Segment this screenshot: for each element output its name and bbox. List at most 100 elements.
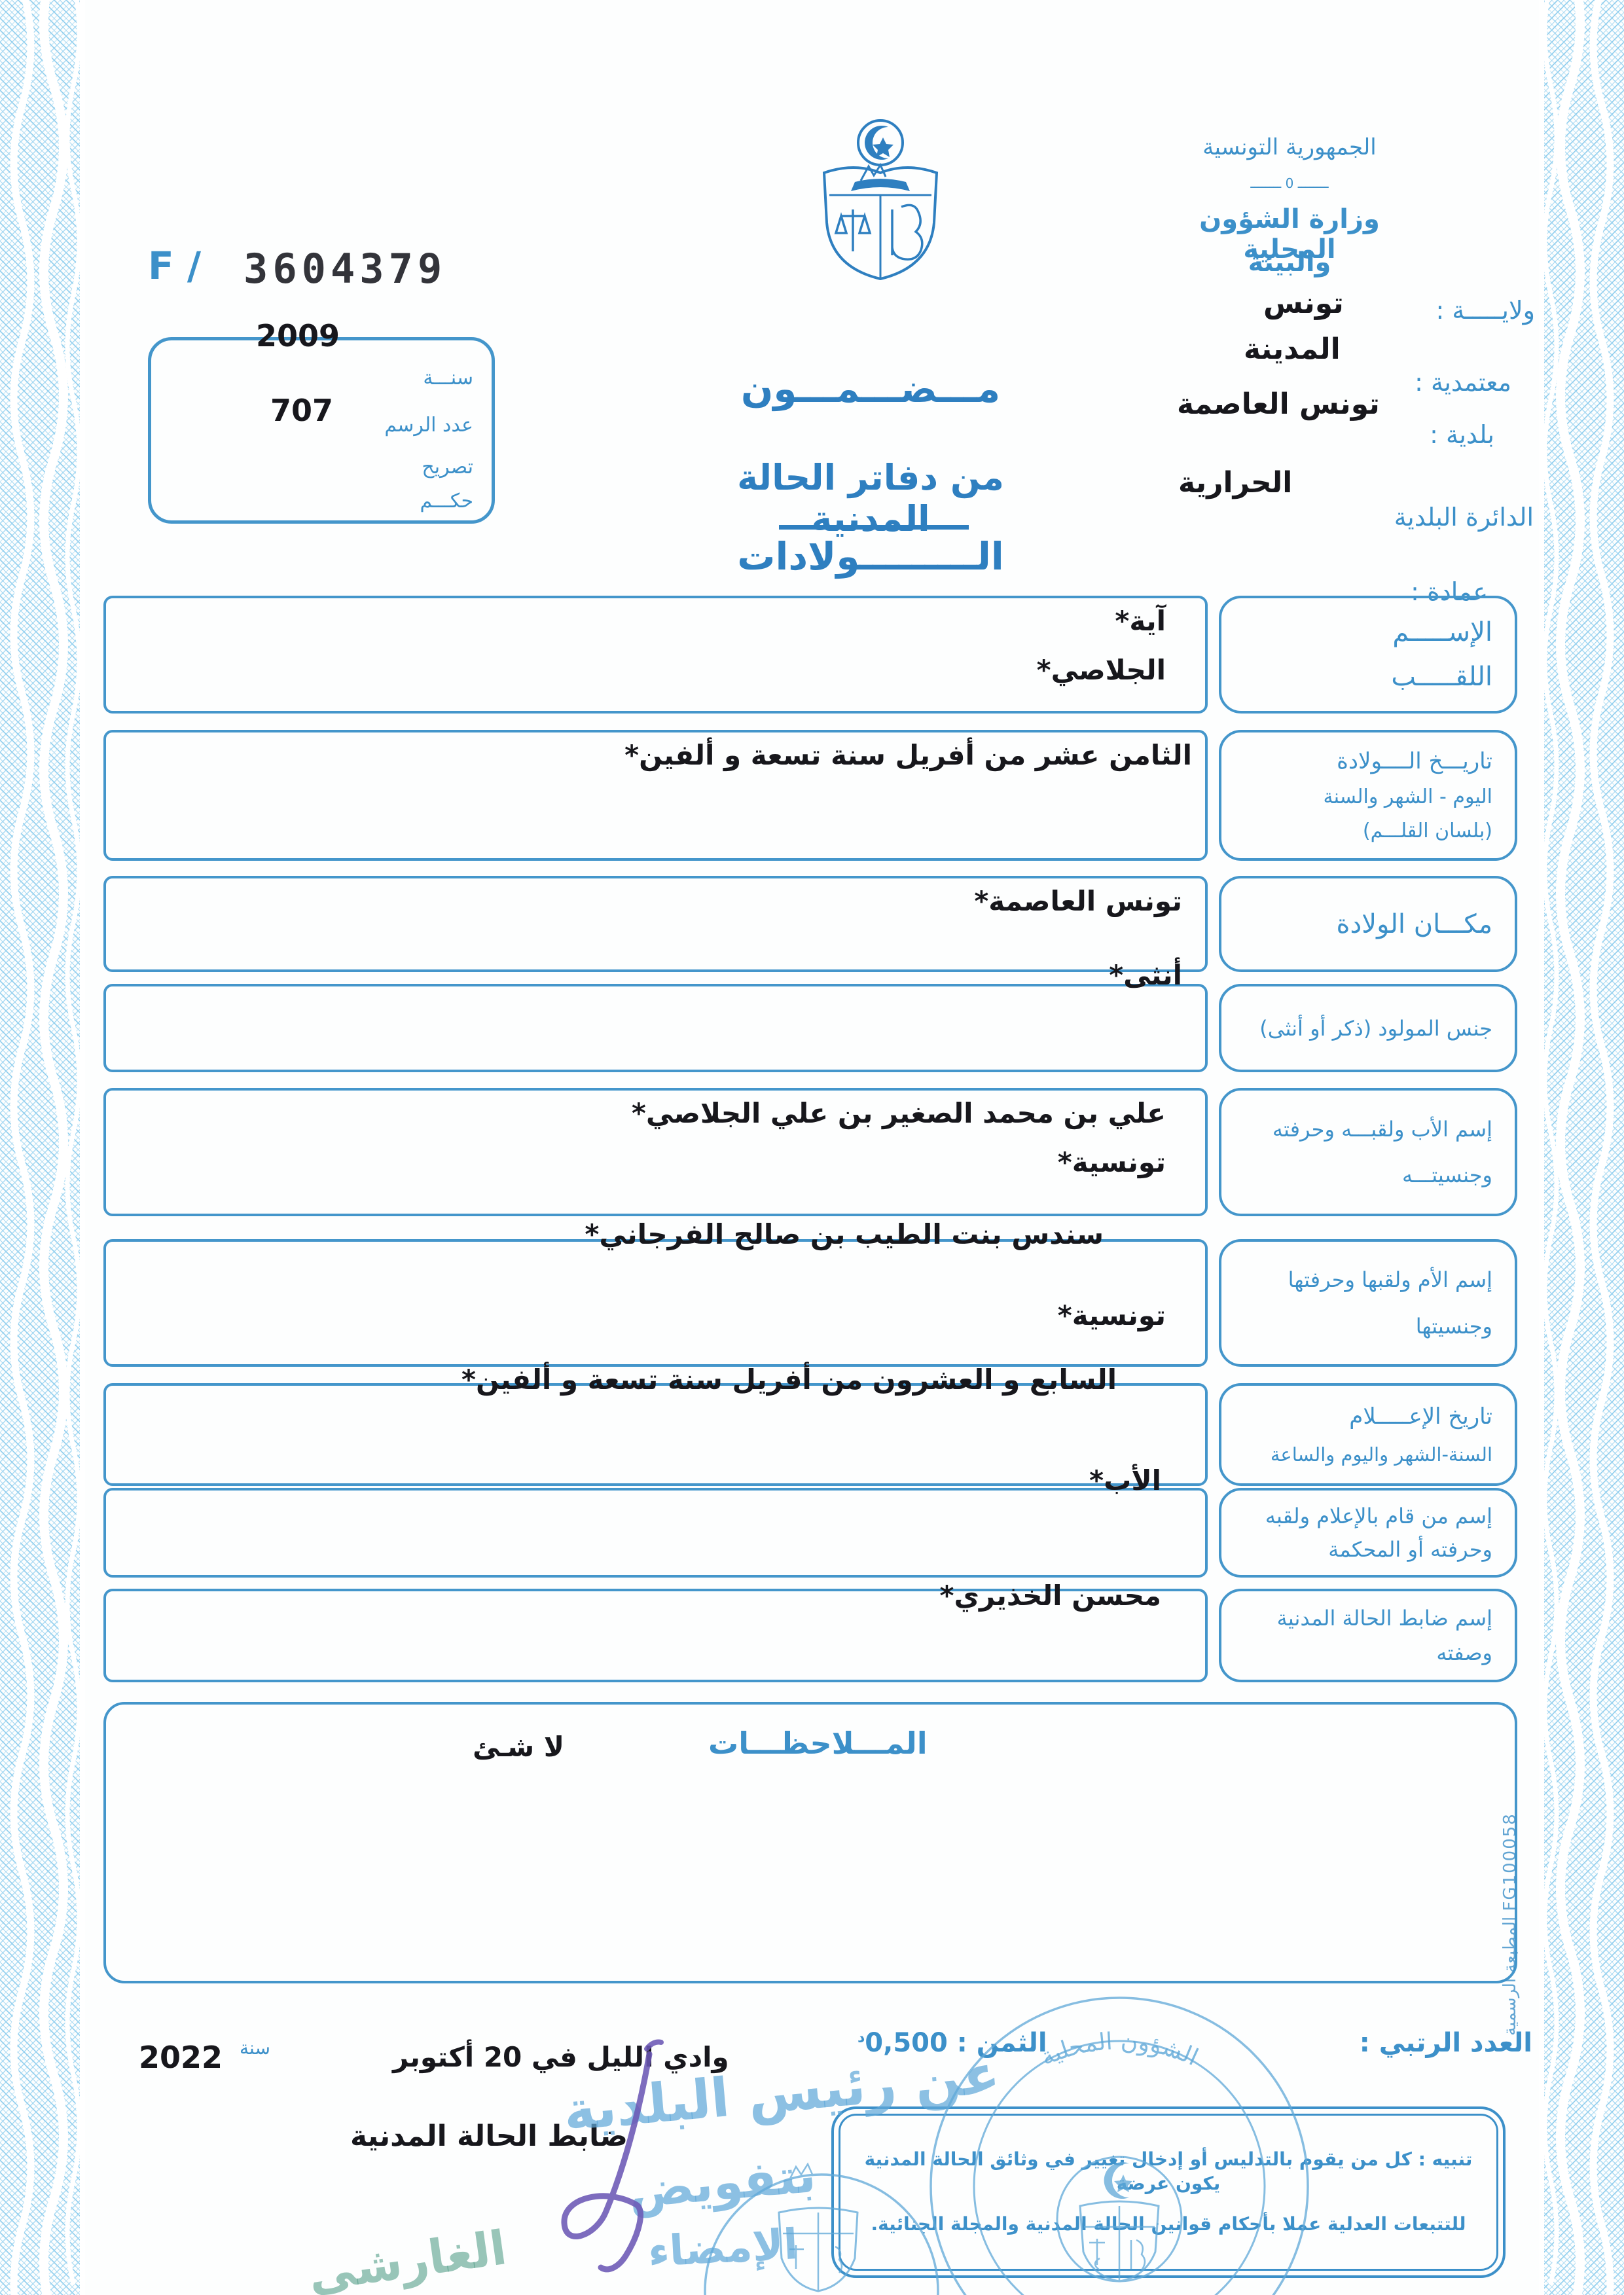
fraud-warning-box: تنبيه : كل من يقوم بالتدليس أو إدخال تغي…: [831, 2106, 1506, 2278]
field-label: السنة-الشهر واليوم والساعة: [1270, 1443, 1492, 1466]
officer-label-box: إسم ضابط الحالة المدنية وصفته: [1219, 1589, 1517, 1682]
municipality-label: بلدية :: [1430, 420, 1494, 449]
informant-label-box: إسم من قام بالإعلام ولقبه وحرفته أو المح…: [1219, 1488, 1517, 1578]
sex-value: أنثى*: [1109, 959, 1182, 991]
mother-name-value: سندس بنت الطيب بن صالح الفرجاني*: [585, 1218, 1104, 1250]
seal-ring-text-top: الشؤون المحلية: [1037, 2028, 1202, 2071]
mother-label-box: إسم الأم ولقبها وحرفتها وجنسيتها: [1219, 1239, 1517, 1367]
imada-label: عمادة :: [1411, 577, 1488, 606]
serial-number: 3604379: [244, 245, 447, 293]
notes-box: المـــلاحظـــات لا شـئ: [103, 1702, 1517, 1983]
wilaya-value: تونس: [1263, 287, 1344, 320]
surname-value: الجلاصي*: [1036, 654, 1166, 686]
printer-reference: المطبعة الرسمية FG100058: [1500, 1813, 1520, 2036]
birthplace-value-box: تونس العاصمة*: [103, 876, 1208, 972]
field-label: إسم من قام بالإعلام ولقبه: [1265, 1504, 1492, 1528]
field-label: إسم الأب ولقبـــه وحرفته: [1272, 1116, 1492, 1142]
guilloche-border-right: [1539, 0, 1624, 2295]
place-and-date: وادي الليل في 20 أكتوبر: [393, 2041, 729, 2073]
registry-judgment-label: حكـــم: [420, 490, 473, 513]
delegation-value: المدينة: [1244, 333, 1341, 366]
ministry-heading-line2: والبيئة: [1248, 247, 1331, 278]
birthdate-value-box: الثامن عشر من أفريل سنة تسعة و ألفين*: [103, 730, 1208, 861]
notification-date-value-box: السابع و العشرون من أفريل سنة تسعة و ألف…: [103, 1364, 1208, 1486]
field-label: اليوم - الشهر والسنة: [1323, 785, 1492, 808]
sex-value-box: أنثى*: [103, 959, 1208, 1072]
field-label: إسم الأم ولقبها وحرفتها: [1288, 1267, 1492, 1293]
registry-record-label: عدد الرسم: [384, 414, 473, 437]
birthplace-label-box: مكـــان الولادة: [1219, 876, 1517, 972]
registry-year-value: 2009: [256, 318, 340, 353]
document-title-line3: الـــــــــولادات: [737, 534, 1004, 579]
registry-record-value: 707: [270, 393, 334, 428]
father-name-value: علي بن محمد الصغير بن علي الجلاصي*: [631, 1097, 1166, 1129]
field-label: (بلسان القلـــم): [1362, 819, 1492, 842]
form-row-informant: الأب* إسم من قام بالإعلام ولقبه وحرفته أ…: [103, 1464, 1517, 1578]
birthplace-value: تونس العاصمة*: [974, 885, 1182, 917]
field-label: مكـــان الولادة: [1336, 909, 1493, 939]
name-label-box: الإســـــم اللقـــــب: [1219, 596, 1517, 714]
father-label-box: إسم الأب ولقبـــه وحرفته وجنسيتـــه: [1219, 1088, 1517, 1216]
father-nationality-value: تونسية*: [1057, 1146, 1166, 1178]
republic-heading: الجمهورية التونسية: [1202, 134, 1377, 160]
year-label: سنة: [240, 2037, 270, 2059]
serial-prefix: F /: [148, 244, 201, 288]
registry-year-label: سنـــة: [423, 367, 473, 389]
warning-line1: تنبيه : كل من يقوم بالتدليس أو إدخال تغي…: [864, 2148, 1473, 2194]
field-label: جنس المولود (ذكر أو أنثى): [1259, 1015, 1492, 1041]
notes-title: المـــلاحظـــات: [708, 1726, 928, 1761]
price-currency: د: [857, 2029, 865, 2046]
field-label: وجنسيتـــه: [1401, 1163, 1492, 1188]
form-row-birthplace: تونس العاصمة* مكـــان الولادة: [103, 876, 1517, 972]
price-label: الثمن :: [956, 2028, 1047, 2058]
notification-date-label-box: تاريخ الإعـــــلام السنة-الشهر واليوم وا…: [1219, 1383, 1517, 1486]
registry-reference-box: سنـــة عدد الرسم تصريح حكـــم 2009 707: [148, 318, 495, 524]
field-label: تاريخ الإعـــــلام: [1349, 1403, 1492, 1430]
ministry-heading-line1: وزارة الشؤون المحلية: [1199, 204, 1380, 264]
field-label: تاريـــخ الــــولادة: [1337, 748, 1492, 774]
form-row-officer: محسن الخذيري* إسم ضابط الحالة المدنية وص…: [103, 1580, 1517, 1682]
order-number-label: العدد الرتبي :: [1359, 2028, 1532, 2058]
form-row-name: آية* الجلاصي* الإســـــم اللقـــــب: [103, 596, 1517, 714]
field-label: إسم ضابط الحالة المدنية: [1276, 1606, 1492, 1631]
delegation-stamp-line4: الغارشي: [304, 2220, 510, 2295]
document-title-line1: مـــضـــمـــون: [740, 367, 1001, 411]
guilloche-border-left: [0, 0, 85, 2295]
form-row-mother: سندس بنت الطيب بن صالح الفرجاني* تونسية*…: [103, 1218, 1517, 1367]
document-title-line2: من دفاتر الحالة المدنية: [737, 457, 1004, 539]
svg-text:الشؤون المحلية: الشؤون المحلية: [1037, 2028, 1202, 2071]
tunisia-coat-of-arms: [822, 119, 939, 281]
given-name-value: آية*: [1115, 605, 1166, 637]
registry-declaration-label: تصريح: [422, 456, 473, 479]
birthdate-label-box: تاريـــخ الــــولادة اليوم - الشهر والسن…: [1219, 730, 1517, 861]
sex-label-box: جنس المولود (ذكر أو أنثى): [1219, 984, 1517, 1072]
informant-value: الأب*: [1089, 1464, 1161, 1496]
form-row-sex: أنثى* جنس المولود (ذكر أو أنثى): [103, 959, 1517, 1072]
notes-value: لا شـئ: [473, 1731, 565, 1763]
mother-nationality-value: تونسية*: [1057, 1299, 1166, 1331]
mother-value-box: سندس بنت الطيب بن صالح الفرجاني* تونسية*: [103, 1218, 1208, 1367]
year-value: 2022: [139, 2040, 223, 2075]
field-label: وصفته: [1436, 1640, 1492, 1665]
price-value: 0,500: [865, 2028, 948, 2058]
father-value-box: علي بن محمد الصغير بن علي الجلاصي* تونسي…: [103, 1088, 1208, 1216]
header-divider: ــــــــ 0 ــــــــ: [1250, 175, 1329, 191]
birthdate-value: الثامن عشر من أفريل سنة تسعة و ألفين*: [624, 739, 1192, 771]
price-line: الثمن : 0,500د: [857, 2028, 1119, 2058]
name-value-box: آية* الجلاصي*: [103, 596, 1208, 714]
delegation-label: معتمدية :: [1415, 368, 1511, 397]
form-row-notification-date: السابع و العشرون من أفريل سنة تسعة و ألف…: [103, 1364, 1517, 1486]
field-label: الإســـــم: [1392, 617, 1492, 647]
form-row-birthdate: الثامن عشر من أفريل سنة تسعة و ألفين* تا…: [103, 730, 1517, 861]
municipal-district-value: الحرارية: [1178, 466, 1293, 499]
warning-line2: للتتبعات العدلية عملا بأحكام قوانين الحا…: [871, 2213, 1466, 2235]
field-label: اللقـــــب: [1391, 662, 1492, 693]
form-row-father: علي بن محمد الصغير بن علي الجلاصي* تونسي…: [103, 1088, 1517, 1216]
official-seals: الشؤون المحلية بلدية وادي الليل: [704, 1997, 1309, 2295]
municipal-district-label: الدائرة البلدية: [1394, 503, 1534, 532]
handwritten-signature: [561, 2039, 664, 2273]
notification-date-value: السابع و العشرون من أفريل سنة تسعة و ألف…: [461, 1364, 1117, 1396]
municipality-value: تونس العاصمة: [1177, 388, 1380, 421]
informant-value-box: الأب*: [103, 1464, 1208, 1578]
